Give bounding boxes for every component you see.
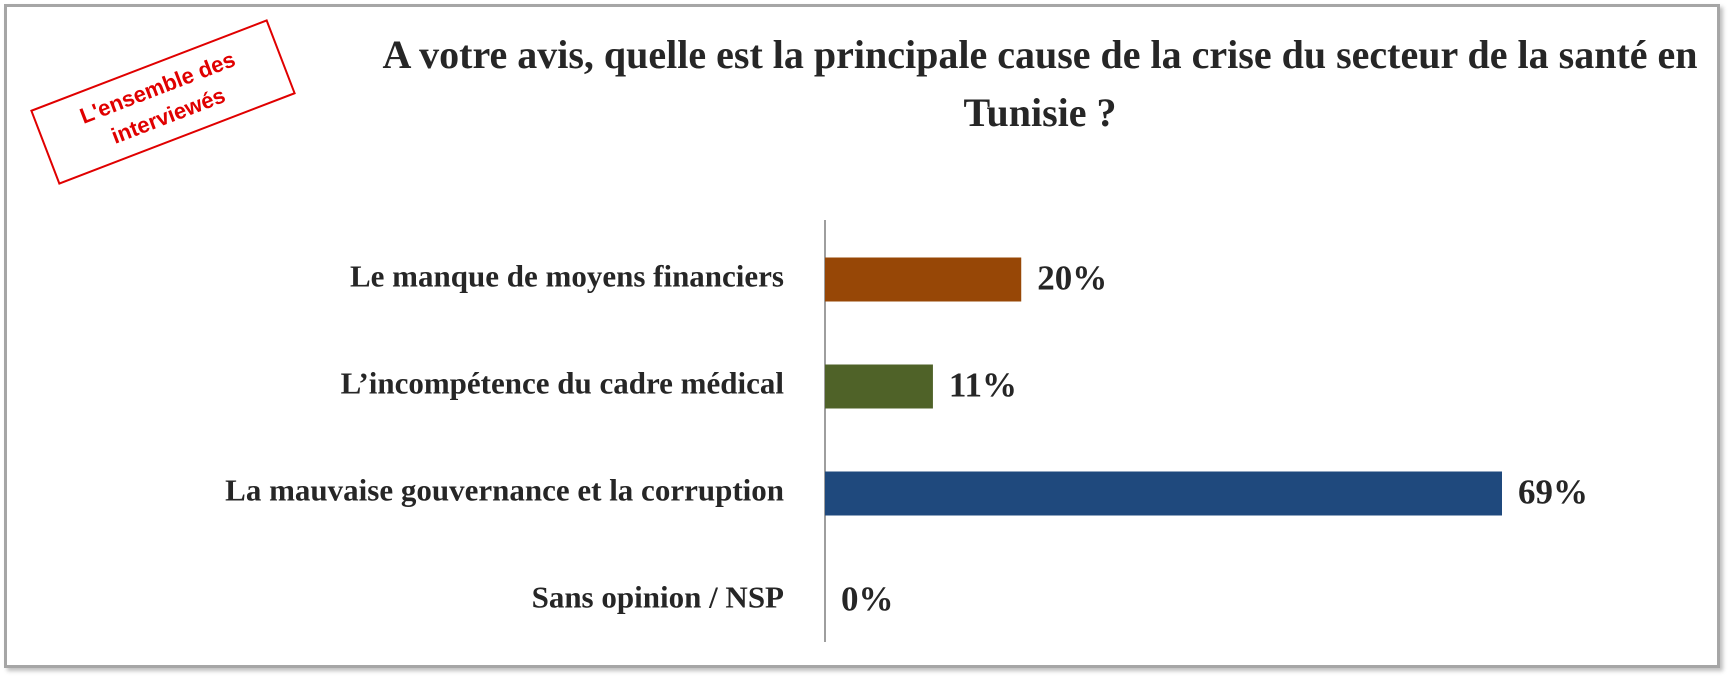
chart-title: A votre avis, quelle est la principale c…	[382, 32, 1698, 135]
value-label: 69%	[1518, 473, 1588, 512]
bar	[825, 257, 1022, 302]
value-label: 0%	[841, 580, 894, 619]
value-label: 20%	[1037, 259, 1107, 298]
category-label: Sans opinion / NSP	[532, 580, 784, 615]
category-label: La mauvaise gouvernance et la corruption	[225, 473, 784, 508]
category-label: L’incompétence du cadre médical	[341, 366, 785, 401]
frame	[4, 4, 1720, 668]
category-label: Le manque de moyens financiers	[350, 259, 784, 294]
bar	[825, 471, 1502, 516]
value-label: 11%	[949, 366, 1017, 405]
bar	[825, 364, 933, 409]
